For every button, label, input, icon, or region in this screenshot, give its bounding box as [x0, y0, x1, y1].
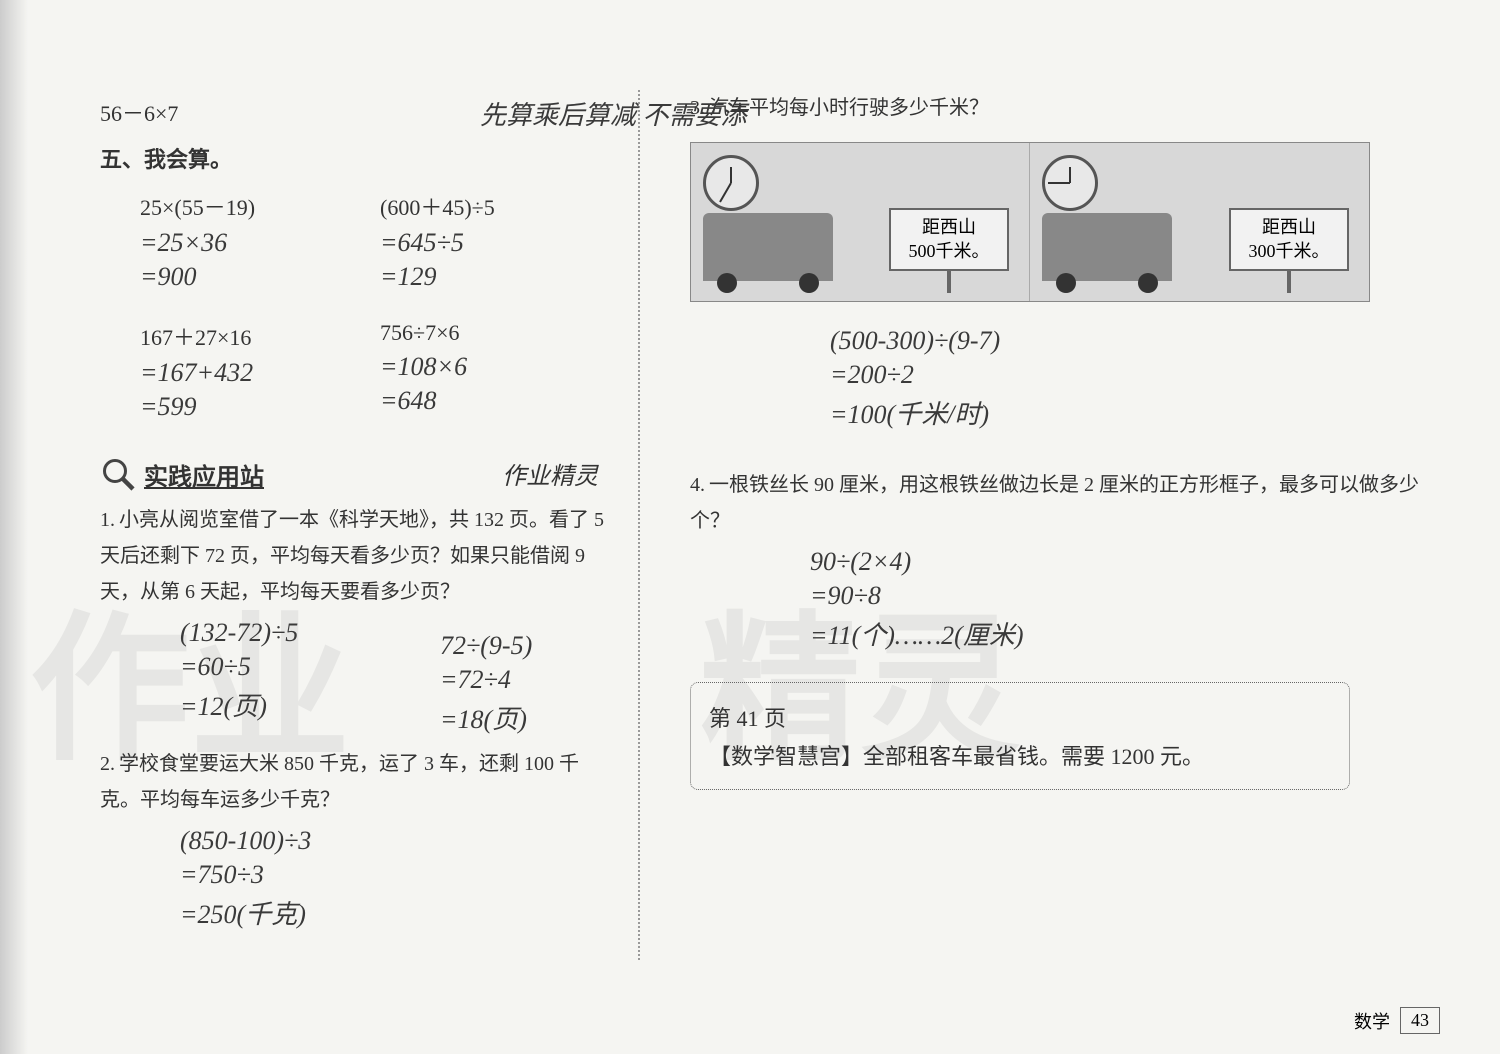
p2-step2: =129	[380, 262, 560, 292]
p3-step1: =167+432	[140, 358, 320, 388]
q2-text: 学校食堂要运大米 850 千克，运了 3 车，还剩 100 千克。平均每车运多少…	[100, 753, 579, 811]
question-2: 2.学校食堂要运大米 850 千克，运了 3 车，还剩 100 千克。平均每车运…	[100, 746, 618, 818]
left-column: 56－6×7 先算乘后算减 不需要添 五、我会算。 25×(55－19) =25…	[100, 90, 640, 960]
illus-right: 距西山 300千米。	[1030, 143, 1369, 301]
problem-1: 25×(55－19) =25×36 =900	[140, 184, 320, 296]
clock-7-icon	[703, 155, 759, 211]
p3-step2: =599	[140, 392, 320, 422]
p4-step1: =108×6	[380, 352, 560, 382]
sign-left-l1: 距西山	[897, 216, 1001, 239]
q1-work-b: 72÷(9-5) =72÷4 =18(页)	[440, 631, 618, 736]
q1b-3: =18(页)	[440, 699, 618, 736]
q4-work: 90÷(2×4) =90÷8 =11(个)……2(厘米)	[810, 547, 1420, 652]
q3-2: =200÷2	[830, 360, 1420, 390]
q4-num: 4.	[690, 474, 705, 496]
page-content: 56－6×7 先算乘后算减 不需要添 五、我会算。 25×(55－19) =25…	[100, 90, 1440, 960]
q1b-2: =72÷4	[440, 665, 618, 695]
q4-1: 90÷(2×4)	[810, 547, 1420, 577]
q4-3: =11(个)……2(厘米)	[810, 615, 1420, 652]
illus-left: 距西山 500千米。	[691, 143, 1030, 301]
sign-left-l2: 500千米。	[897, 240, 1001, 263]
q4-text: 一根铁丝长 90 厘米，用这根铁丝做边长是 2 厘米的正方形框子，最多可以做多少…	[690, 474, 1419, 532]
p1-printed: 25×(55－19)	[140, 190, 320, 222]
bus-left-icon	[703, 213, 833, 281]
p3-printed: 167＋27×16	[140, 320, 320, 352]
top-annotation: 先算乘后算减 不需要添	[480, 95, 747, 132]
q2-work: (850-100)÷3 =750÷3 =250(千克)	[180, 826, 618, 931]
problem-2: (600＋45)÷5 =645÷5 =129	[380, 184, 560, 296]
sign-right-l1: 距西山	[1237, 216, 1341, 239]
p4-step2: =648	[380, 386, 560, 416]
practice-title: 实践应用站	[144, 457, 264, 492]
page-footer: 数学 43	[1354, 1007, 1440, 1034]
box-line1: 第 41 页	[709, 701, 1331, 733]
zuoye-watermark: 作业精灵	[502, 456, 598, 491]
q4-2: =90÷8	[810, 581, 1420, 611]
practice-header: 实践应用站 作业精灵	[100, 456, 618, 492]
sign-right-l2: 300千米。	[1237, 240, 1341, 263]
problem-row-1: 25×(55－19) =25×36 =900 (600＋45)÷5 =645÷5…	[140, 184, 618, 296]
sign-left: 距西山 500千米。	[889, 208, 1009, 271]
q3-text: 汽车平均每小时行驶多少千米？	[709, 97, 989, 119]
question-3: 3.汽车平均每小时行驶多少千米？	[690, 90, 1420, 126]
p1-step1: =25×36	[140, 228, 320, 258]
p2-step1: =645÷5	[380, 228, 560, 258]
binding-edge	[0, 0, 28, 1054]
sign-right: 距西山 300千米。	[1229, 208, 1349, 271]
clock-9-icon	[1042, 155, 1098, 211]
bus-right-icon	[1042, 213, 1172, 281]
problem-3: 167＋27×16 =167+432 =599	[140, 314, 320, 426]
question-1: 1.小亮从阅览室借了一本《科学天地》，共 132 页。看了 5 天后还剩下 72…	[100, 502, 618, 610]
q1-text: 小亮从阅览室借了一本《科学天地》，共 132 页。看了 5 天后还剩下 72 页…	[100, 509, 604, 603]
box-line2: 【数学智慧宫】全部租客车最省钱。需要 1200 元。	[709, 739, 1331, 771]
answer-box: 第 41 页 【数学智慧宫】全部租客车最省钱。需要 1200 元。	[690, 682, 1350, 790]
q3-1: (500-300)÷(9-7)	[830, 326, 1420, 356]
p1-step2: =900	[140, 262, 320, 292]
question-4: 4.一根铁丝长 90 厘米，用这根铁丝做边长是 2 厘米的正方形框子，最多可以做…	[690, 467, 1420, 539]
problem-row-2: 167＋27×16 =167+432 =599 756÷7×6 =108×6 =…	[140, 314, 618, 426]
q3-work: (500-300)÷(9-7) =200÷2 =100(千米/时)	[830, 326, 1420, 431]
q1b-1: 72÷(9-5)	[440, 631, 618, 661]
bus-illustration: 距西山 500千米。 距西山 300千米。	[690, 142, 1370, 302]
section-5-title: 五、我会算。	[100, 142, 618, 174]
q2-3: =250(千克)	[180, 894, 618, 931]
p4-printed: 756÷7×6	[380, 320, 560, 346]
q3-3: =100(千米/时)	[830, 394, 1420, 431]
q1-num: 1.	[100, 509, 115, 531]
problem-4: 756÷7×6 =108×6 =648	[380, 314, 560, 426]
q2-num: 2.	[100, 753, 115, 775]
q2-1: (850-100)÷3	[180, 826, 618, 856]
p2-printed: (600＋45)÷5	[380, 190, 560, 222]
q2-2: =750÷3	[180, 860, 618, 890]
footer-page-number: 43	[1400, 1007, 1440, 1034]
magnifier-icon	[100, 456, 136, 492]
right-column: 3.汽车平均每小时行驶多少千米？ 距西山 500千米。 距西山 300千米。	[640, 90, 1420, 960]
footer-subject: 数学	[1354, 1008, 1390, 1034]
